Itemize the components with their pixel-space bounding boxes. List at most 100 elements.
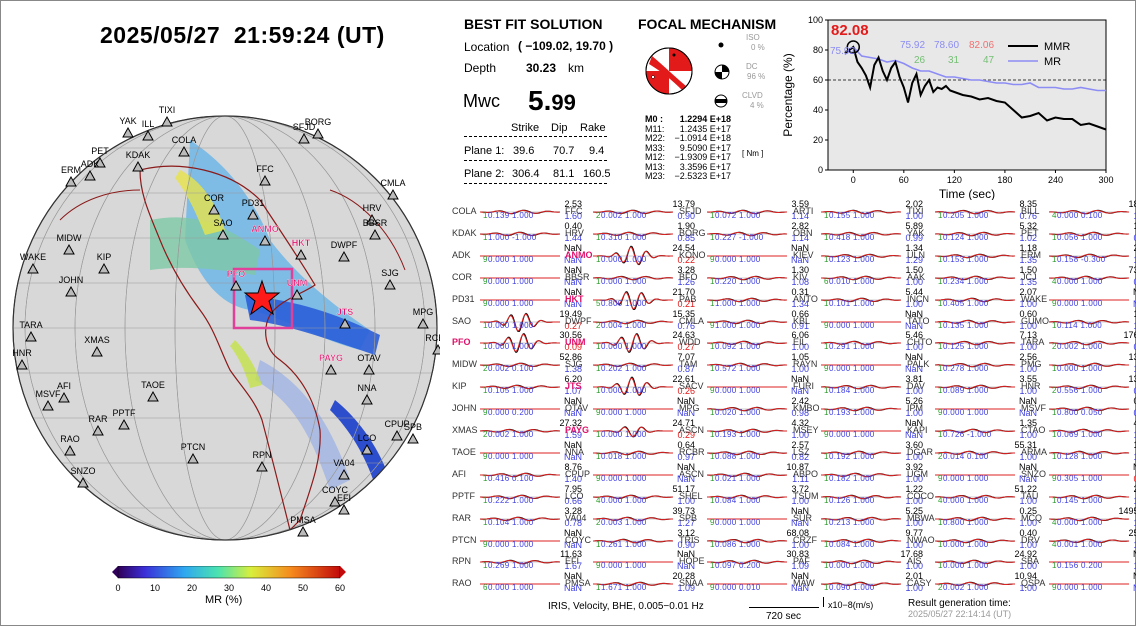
mw-label: Mwc [463, 91, 500, 111]
ratio-value: 0.21 [677, 298, 695, 309]
amplitude-value: 20.28 [672, 571, 695, 582]
ratio-value: 0.82 [1133, 408, 1136, 419]
fit-values: 0.000 1.000 [1057, 583, 1103, 593]
amplitude-value: 1.05 [791, 352, 809, 363]
amplitude-value: 7.13 [1019, 330, 1037, 341]
svg-text:RAR: RAR [88, 414, 108, 424]
x-tick: 240 [1048, 175, 1063, 185]
ratio-value: 1.08 [1133, 211, 1136, 221]
waveform-trace [593, 290, 673, 310]
waveform-cell-tam: TAM 1.05 1 0.572 1.000 1.00 [677, 352, 817, 376]
waveform-trace [1049, 428, 1129, 434]
station-label: SACV [679, 381, 704, 392]
station-yak: YAK [119, 116, 137, 138]
station-label: KAPI [907, 425, 928, 435]
ratio-value: 1.09 [791, 561, 809, 572]
station-msvf: MSVF [35, 389, 61, 411]
amplitude-value: 30.56 [559, 330, 582, 341]
waveform-trace [480, 312, 560, 332]
waveform-trace [480, 560, 560, 565]
amplitude-value: 1.18 [1019, 242, 1037, 253]
station-xmas: XMAS [84, 335, 110, 357]
fit-values: 0.004 1.000 [601, 320, 647, 330]
amplitude-value: 30.83 [786, 549, 809, 560]
focal-title: FOCAL MECHANISM [638, 16, 777, 32]
amplitude-value: 27.32 [559, 418, 582, 428]
filter-index: 1 [710, 232, 715, 242]
fit-values: 0.222 1.000 [488, 495, 534, 505]
location-label: Location [464, 40, 510, 54]
peak-label: 82.08 [831, 22, 869, 39]
station-pptf: PPTF [112, 408, 136, 430]
filter-index: 1 [596, 276, 601, 286]
filter-index: 9 [824, 430, 829, 439]
waveform-trace [821, 450, 901, 455]
ratio-value: 1.00 [1019, 320, 1037, 331]
fit-values: 1.000 -1.000 [488, 232, 537, 242]
ratio-value: 1.00 [1019, 451, 1037, 462]
ratio-value: 1.27 [677, 517, 695, 528]
svg-text:COYC: COYC [322, 485, 349, 495]
ratio-value: 1.00 [1019, 298, 1037, 309]
station-label: TAOE [452, 446, 476, 457]
ratio-value: 0.29 [677, 430, 695, 440]
station-label: SHEL [679, 490, 703, 501]
mw-value: 5.99 [528, 85, 576, 117]
ratio-value: 0.98 [791, 408, 809, 419]
station-label: TSUM [793, 490, 819, 501]
station-pmsa: PMSA [290, 515, 316, 537]
fit-values: 0.156 0.200 [1057, 561, 1103, 571]
ratio-value: 1.00 [905, 583, 923, 594]
beachball-icon [645, 47, 693, 95]
station-anmo: ANMO [251, 224, 279, 246]
amplitude-value: 10.87 [786, 461, 809, 472]
waveform-trace [593, 231, 673, 237]
station-label: BFO [679, 271, 698, 282]
station-dwpf: DWPF [331, 240, 358, 262]
amplitude-value: 55.31 [1014, 439, 1037, 450]
waveform-trace [1049, 299, 1129, 301]
amplitude-value: 176.18 [1123, 330, 1136, 341]
svg-text:AFI: AFI [57, 381, 71, 391]
amplitude-value: 2.85 [1133, 242, 1136, 253]
x-tick: 120 [947, 175, 962, 185]
waveform-trace [593, 275, 673, 280]
waveform-cell-ais: AIS 24.92 1 0.000 1.000 1.00 [905, 549, 1045, 573]
ratio-value: 0.22 [677, 254, 695, 265]
svg-text:LCO: LCO [358, 433, 377, 443]
waveform-trace [935, 516, 1015, 521]
fit-values: 0.000 1.000 [601, 342, 647, 352]
fit-values: 0.010 1.000 [829, 276, 875, 286]
tensor-value: −2.5323 E+17 [674, 171, 731, 181]
colorbar-tick: 50 [298, 583, 308, 593]
filter-index: 1 [483, 386, 488, 396]
waveform-cell-kapi: KAPI 1.35 1 0.726 -1.000 1.00 [905, 418, 1045, 442]
waveform-cell-tara: TARA 176.18 20.002 1.000 0.95 [1019, 330, 1136, 354]
ratio-value: 0.27 [564, 320, 582, 331]
waveform-trace [480, 452, 560, 454]
tensor-row: M13: 3.3596 E+17 [645, 162, 731, 173]
station-label: LSZ [793, 446, 810, 457]
ratio-value: NaN [563, 254, 582, 265]
station-label: AIS [907, 556, 922, 567]
waveform-trace [593, 426, 673, 438]
fit-values: 0.000 1.000 [943, 495, 989, 505]
waveform-cell-qspa: QSPA NaN 90.000 1.000 NaN [1019, 571, 1136, 595]
ratio-value: NaN [563, 298, 582, 309]
fit-values: 0.002 0.100 [488, 364, 534, 374]
amplitude-value: 22.61 [672, 374, 695, 385]
generation-time: 2025/05/27 22:14:14 (UT) [908, 609, 1012, 619]
station-rao: RAO [60, 434, 80, 456]
filter-index: 1 [1052, 430, 1057, 439]
amplitude-value: 0.40 [1019, 527, 1037, 538]
amplitude-value: 6.20 [564, 374, 582, 385]
waveform-cell-hnr: HNR 13.41 20.556 1.000 0.90 [1019, 374, 1136, 398]
station-hkt: HKT [292, 238, 311, 260]
waveform-trace [707, 494, 787, 499]
ratio-value: 1.67 [564, 561, 582, 572]
waveform-trace [480, 299, 560, 301]
fit-values: 0.227 -1.000 [715, 232, 764, 242]
station-label: PET [1021, 227, 1039, 238]
waveform-cell-kmbo: KMBO 5.26 1 0.193 1.000 1.00 [791, 396, 931, 420]
